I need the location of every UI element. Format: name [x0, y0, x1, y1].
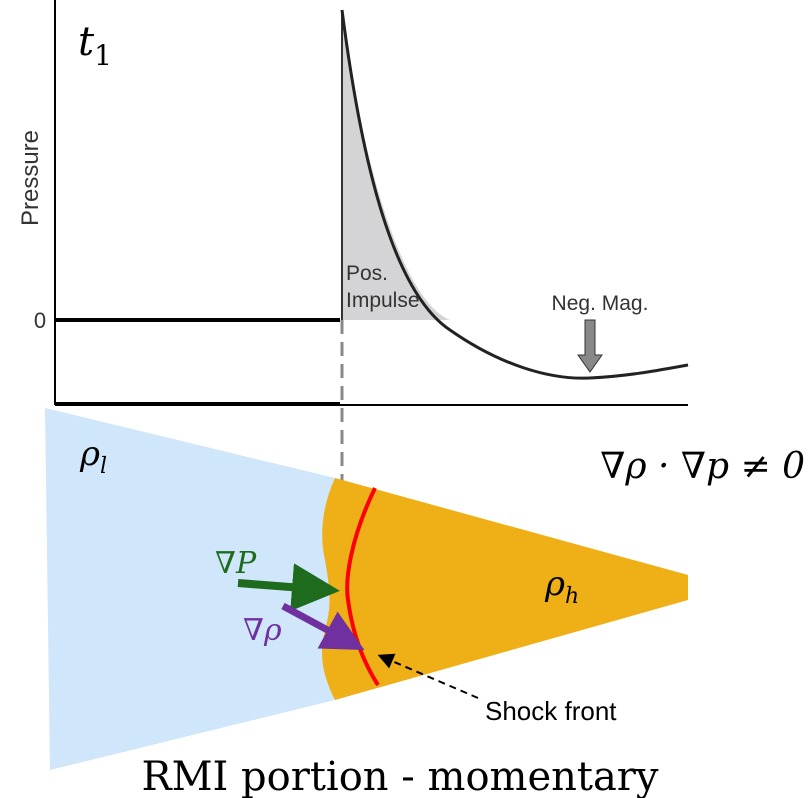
shock-front-pointer: [377, 653, 479, 699]
pressure-curve: [340, 9, 689, 380]
shock-front-label: Shock front: [485, 696, 617, 726]
shock-front-curve: [345, 487, 380, 687]
heavy-density-label: ρh: [544, 564, 579, 609]
caption: RMI portion - momentary: [141, 754, 658, 798]
pressure-gradient-label: ∇P: [215, 546, 257, 581]
pos-impulse-label-1: Pos.: [346, 262, 388, 285]
neg-mag-label: Neg. Mag.: [552, 292, 649, 315]
heavy-region: [322, 478, 688, 700]
pos-impulse-label-2: Impulse: [346, 289, 420, 312]
positive-impulse-area: [342, 10, 450, 320]
light-density-label: ρl: [79, 434, 107, 479]
zero-label: 0: [34, 308, 46, 333]
y-axis-label: Pressure: [17, 130, 44, 226]
pressure-gradient-arrow: [237, 563, 340, 612]
density-gradient-label: ∇ρ: [243, 613, 282, 648]
neg-mag-arrow: [577, 319, 603, 373]
time-label: t1: [78, 19, 112, 72]
light-region: [45, 408, 335, 770]
density-gradient-arrow: [281, 602, 365, 650]
condition: ∇ρ · ∇p ≠ 0: [600, 446, 805, 487]
